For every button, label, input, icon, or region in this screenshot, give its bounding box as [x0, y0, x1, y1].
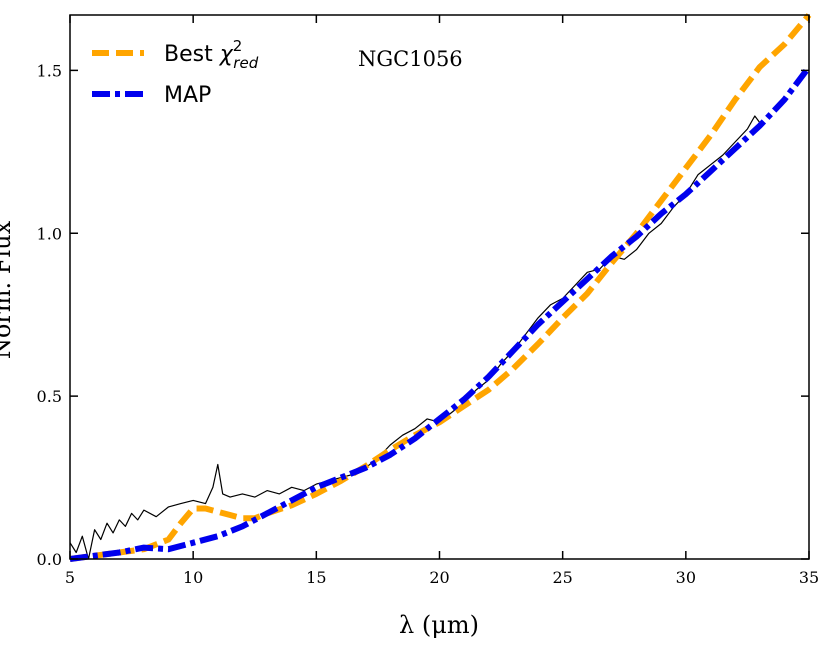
object-annotation: NGC1056 — [358, 47, 463, 71]
y-tick-label: 0.5 — [37, 387, 62, 406]
plot-frame — [69, 14, 810, 560]
x-tick-label: 10 — [183, 568, 203, 587]
x-tick-label: 5 — [65, 568, 75, 587]
x-tick-label: 20 — [429, 568, 449, 587]
y-tick-label: 0.0 — [37, 550, 62, 569]
series-line-spectrum — [69, 115, 761, 560]
series-line-best-chi2 — [69, 13, 812, 562]
y-tick-label: 1.5 — [37, 61, 62, 80]
legend-label-best-chi2: Best χ2 red — [164, 37, 259, 72]
y-axis-label: Norm. Flux — [0, 220, 16, 359]
ticks-layer: 5 10 15 20 25 30 35 0.0 0.5 1.0 1.5 — [37, 15, 819, 587]
legend: Best χ2 red MAP — [92, 37, 259, 108]
x-tick-label: 25 — [552, 568, 572, 587]
legend-label-map: MAP — [164, 83, 211, 108]
x-axis-label: λ (μm) — [399, 611, 479, 639]
x-tick-label: 35 — [799, 568, 819, 587]
y-tick-label: 1.0 — [37, 224, 62, 243]
series-line-map — [69, 65, 812, 562]
x-tick-label: 15 — [306, 568, 326, 587]
x-tick-label: 30 — [676, 568, 696, 587]
series-layer — [69, 13, 812, 562]
